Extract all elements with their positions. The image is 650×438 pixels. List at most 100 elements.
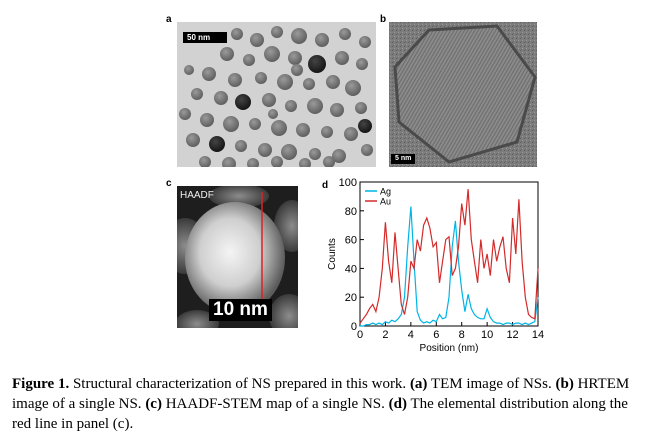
scale-bar-10nm: 10 nm	[209, 299, 272, 321]
hrtem-particle	[389, 22, 537, 167]
nanoparticle	[307, 98, 323, 114]
nanoparticle	[250, 33, 264, 47]
nanoparticle	[235, 140, 247, 152]
x-tick-label: 12	[506, 329, 518, 341]
x-tick-label: 4	[408, 329, 414, 341]
nanoparticle	[220, 47, 234, 61]
scale-bar-50nm: 50 nm	[183, 32, 227, 43]
nanoparticle	[271, 156, 283, 167]
nanoparticle	[271, 26, 283, 38]
x-tick-label: 8	[459, 329, 465, 341]
nanoparticle	[191, 88, 203, 100]
nanoparticle	[200, 113, 214, 127]
y-tick-label: 80	[345, 206, 357, 218]
caption-a-text: TEM image of NSs.	[427, 376, 556, 392]
nanoparticle	[326, 75, 340, 89]
nanoparticle	[209, 136, 225, 152]
nanoparticle	[247, 158, 259, 167]
nanoparticle	[243, 54, 255, 66]
hrtem-image: 5 nm	[389, 22, 537, 167]
caption-c-label: (c)	[145, 396, 162, 412]
nanoparticle	[277, 74, 293, 90]
tem-particles	[177, 22, 376, 167]
scale-bar-5nm: 5 nm	[391, 154, 416, 164]
nanoparticle	[355, 102, 367, 114]
nanoparticle	[308, 55, 326, 73]
nanoparticle	[359, 36, 371, 48]
nanoparticle	[258, 143, 272, 157]
y-tick-label: 100	[339, 178, 357, 189]
panel-a-label: a	[166, 14, 172, 25]
haadf-particle	[177, 186, 298, 328]
nanoparticle	[223, 116, 239, 132]
nanoparticle	[235, 94, 251, 110]
x-tick-label: 14	[532, 329, 544, 341]
caption-a-label: (a)	[409, 376, 428, 392]
nanoparticle	[199, 156, 211, 167]
y-tick-label: 0	[351, 321, 357, 333]
nanoparticle	[315, 33, 329, 47]
nanoparticle	[264, 46, 280, 62]
nanoparticle	[262, 93, 276, 107]
elemental-profile-chart: 0 20 40 60 80 100 0 2 4 6 8 10 12 14 Position (nm) Coun…	[316, 178, 546, 353]
nanoparticle	[291, 64, 303, 76]
nanoparticle	[296, 123, 310, 137]
plot-frame	[359, 181, 539, 327]
x-tick-label: 0	[357, 329, 363, 341]
y-axis-label: Counts	[327, 238, 338, 270]
x-tick-label: 6	[433, 329, 439, 341]
caption-b-label: (b)	[555, 376, 574, 392]
legend-label-au: Au	[380, 197, 391, 207]
nanoparticle	[231, 28, 243, 40]
nanoparticle	[332, 149, 346, 163]
nanoparticle	[339, 28, 351, 40]
nanoparticle	[361, 144, 373, 156]
nanoparticle	[214, 91, 228, 105]
nanoparticle	[321, 126, 333, 138]
nanoparticle	[179, 108, 191, 120]
chart-svg: 0 20 40 60 80 100 0 2 4 6 8 10 12 14 Position (nm) Coun…	[327, 178, 544, 353]
y-tick-label: 40	[345, 263, 357, 275]
nanoparticle	[255, 72, 267, 84]
nanoparticle	[330, 103, 344, 117]
nanoparticle	[303, 78, 315, 90]
y-tick-label: 60	[345, 235, 357, 247]
haadf-stem-image: HAADF 10 nm	[177, 186, 298, 328]
nanoparticle	[268, 109, 278, 119]
series-line-au	[359, 189, 539, 324]
nanoparticle	[184, 65, 194, 75]
caption-d-text: The elemental distribution along the red…	[12, 396, 628, 432]
nanoparticle	[285, 100, 297, 112]
nanoparticle	[344, 127, 358, 141]
y-tick-label: 20	[345, 292, 357, 304]
haadf-label: HAADF	[180, 190, 214, 201]
nanoparticle	[271, 120, 287, 136]
panel-d-label: d	[322, 180, 329, 191]
x-tick-label: 10	[481, 329, 493, 341]
nanoparticle	[345, 80, 361, 96]
panel-b-label: b	[380, 14, 387, 25]
legend-label-ag: Ag	[380, 187, 391, 197]
nanoparticle	[186, 133, 200, 147]
figure-caption: Figure 1. Structural characterization of…	[12, 374, 642, 434]
nanoparticle	[309, 148, 321, 160]
caption-d-label: (d)	[388, 396, 407, 412]
nanoparticle	[356, 58, 368, 70]
caption-c-text: HAADF-STEM map of a single NS.	[161, 396, 389, 412]
nanoparticle	[358, 119, 372, 133]
nanoparticle	[249, 118, 261, 130]
nanoparticle	[228, 73, 242, 87]
panel-c-label: c	[166, 178, 172, 189]
x-axis-label: Position (nm)	[420, 343, 479, 353]
caption-b-text: HRTEM image of a single NS.	[12, 376, 630, 412]
x-tick-label: 2	[382, 329, 388, 341]
nanoparticle	[335, 51, 349, 65]
caption-intro: Structural characterization of NS prepar…	[69, 376, 410, 392]
nanoparticle	[291, 28, 307, 44]
caption-fig-label: Figure 1.	[12, 376, 70, 392]
nanoparticle	[281, 144, 297, 160]
nanoparticle	[299, 158, 311, 167]
nanoparticle	[222, 157, 236, 167]
nanoparticle	[288, 51, 302, 65]
series-line-ag	[360, 206, 539, 327]
